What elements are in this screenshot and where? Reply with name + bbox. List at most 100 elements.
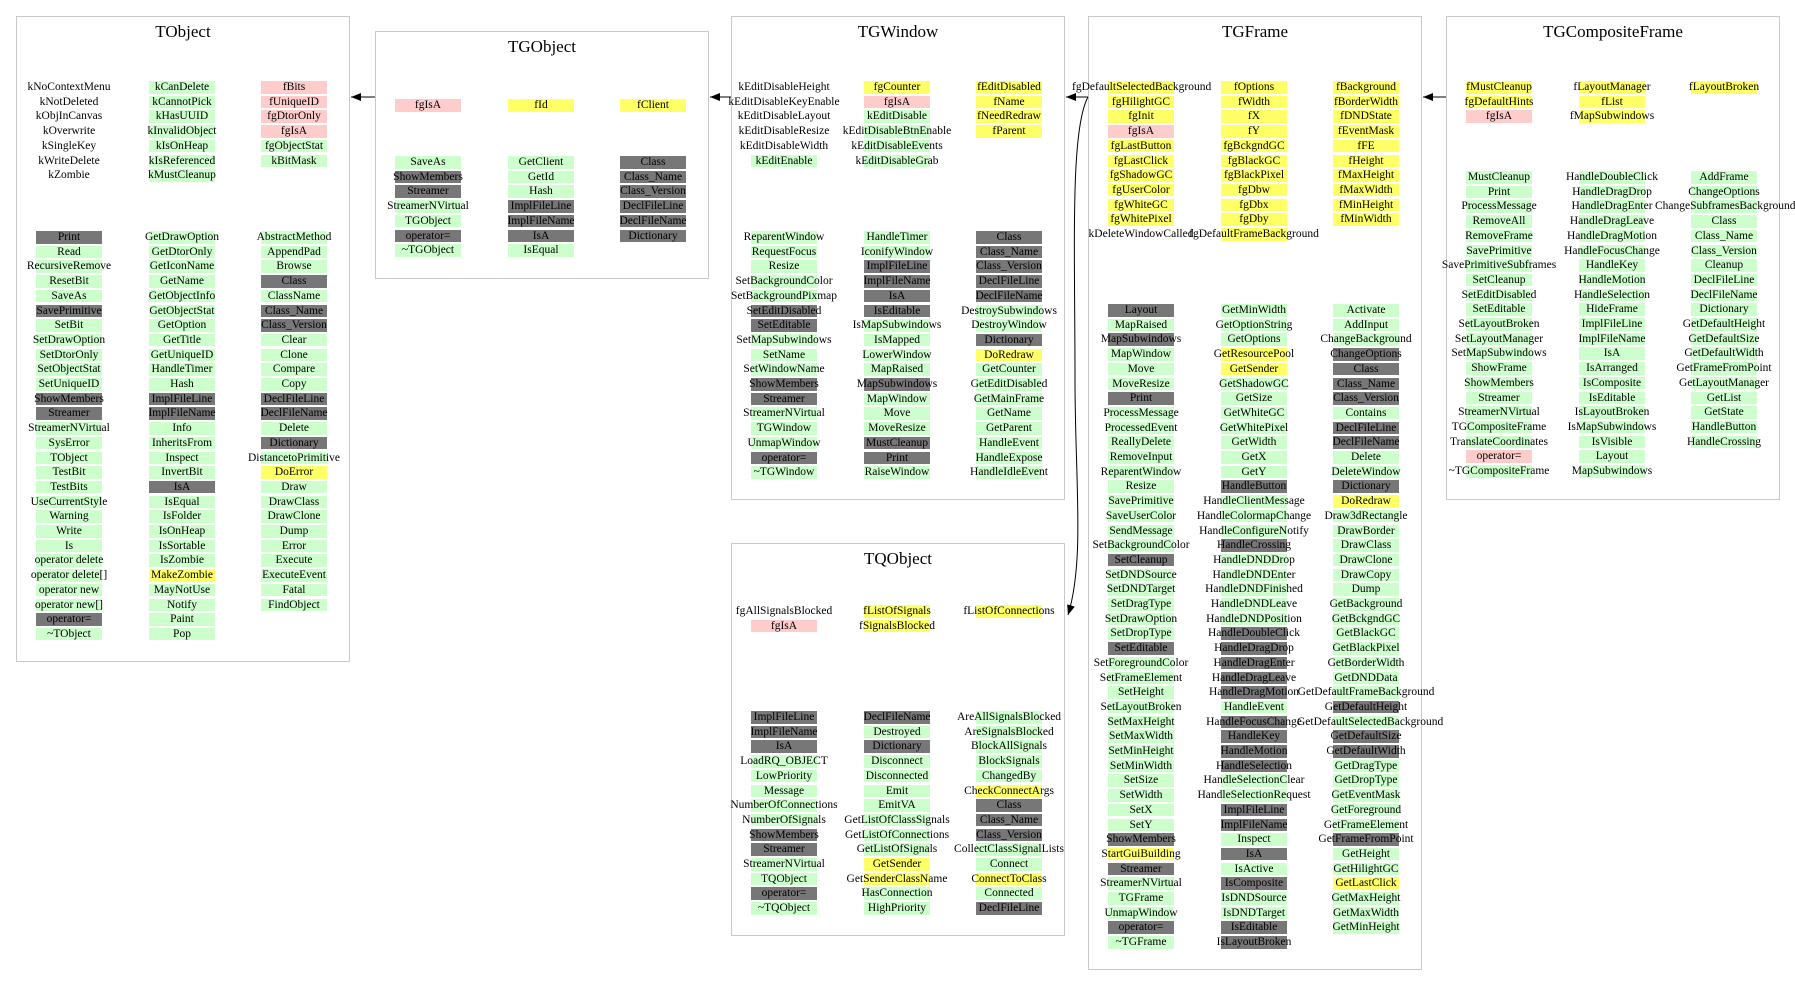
member-highlight bbox=[1108, 139, 1174, 153]
member-label: Paint bbox=[170, 613, 194, 626]
method-member: GetWhiteGC bbox=[1184, 406, 1324, 421]
member-highlight bbox=[1579, 229, 1645, 243]
member-highlight bbox=[1579, 303, 1645, 316]
member-highlight bbox=[1221, 818, 1287, 831]
member-highlight bbox=[1108, 818, 1174, 831]
data-member: fMustCleanup bbox=[1429, 80, 1569, 95]
member-highlight bbox=[864, 289, 930, 303]
method-member: SetDNDSource bbox=[1071, 568, 1211, 583]
method-member: InheritsFrom bbox=[112, 436, 252, 451]
member-highlight bbox=[1221, 480, 1287, 493]
method-member: Class_Version bbox=[224, 318, 364, 333]
method-member: GetDefaultFrameBackground bbox=[1296, 685, 1436, 700]
data-member: fgIsA bbox=[827, 95, 967, 110]
member-highlight bbox=[1333, 862, 1399, 876]
member-label: fgIsA bbox=[883, 95, 911, 108]
member-highlight bbox=[1333, 612, 1399, 626]
member-label: ImplFileName bbox=[507, 214, 575, 227]
member-label: Resize bbox=[1125, 480, 1157, 493]
member-label: ShowMembers bbox=[1464, 376, 1534, 389]
member-label: IsEditable bbox=[873, 304, 921, 317]
method-member: HasConnection bbox=[827, 886, 967, 901]
method-member: SavePrimitiveSubframes bbox=[1429, 258, 1569, 273]
method-member: SetUniqueID bbox=[0, 377, 139, 392]
member-highlight bbox=[261, 110, 327, 123]
method-member: Notify bbox=[112, 598, 252, 613]
member-highlight bbox=[864, 110, 930, 123]
method-member: Class bbox=[939, 230, 1079, 245]
method-member: AddInput bbox=[1296, 318, 1436, 333]
member-highlight bbox=[976, 902, 1042, 915]
member-label: fgDbx bbox=[1239, 198, 1269, 211]
method-member: IsZombie bbox=[112, 553, 252, 568]
member-highlight bbox=[149, 627, 215, 641]
method-member: SetName bbox=[714, 348, 854, 363]
member-highlight bbox=[1108, 583, 1174, 596]
member-label: HandleSelection bbox=[1573, 288, 1650, 301]
method-member: GetOption bbox=[112, 318, 252, 333]
member-label: GetCounter bbox=[982, 363, 1036, 376]
member-label: RemoveFrame bbox=[1465, 229, 1533, 242]
member-label: HandleExpose bbox=[975, 451, 1043, 464]
method-member: Streamer bbox=[0, 406, 139, 421]
member-highlight bbox=[1691, 332, 1757, 346]
method-member: StreamerNVirtual bbox=[1071, 876, 1211, 891]
member-highlight bbox=[864, 95, 930, 109]
data-member: kInvalidObject bbox=[112, 124, 252, 139]
method-member: AreAllSignalsBlocked bbox=[939, 710, 1079, 725]
member-label: SetDNDTarget bbox=[1106, 583, 1176, 596]
member-highlight bbox=[1221, 847, 1287, 861]
member-label: BlockAllSignals bbox=[970, 740, 1048, 753]
member-highlight bbox=[1108, 524, 1174, 537]
method-member: IsArranged bbox=[1542, 361, 1682, 376]
member-highlight bbox=[976, 304, 1042, 317]
member-label: DeclFileLine bbox=[1335, 421, 1397, 434]
method-member: Class_Version bbox=[939, 828, 1079, 843]
data-member: kBitMask bbox=[224, 154, 364, 169]
method-member: ChangedBy bbox=[939, 769, 1079, 784]
member-label: operator delete[] bbox=[30, 569, 108, 582]
member-label: ~TQObject bbox=[757, 902, 811, 915]
data-member: fMaxWidth bbox=[1296, 183, 1436, 198]
data-member: fLayoutManager bbox=[1542, 80, 1682, 95]
member-highlight bbox=[1333, 818, 1399, 831]
member-label: DrawClass bbox=[268, 495, 320, 508]
member-highlight bbox=[1108, 421, 1174, 435]
data-member: fListOfConnections bbox=[939, 604, 1079, 619]
member-highlight bbox=[1333, 333, 1399, 346]
method-member: operator delete[] bbox=[0, 568, 139, 583]
member-highlight bbox=[36, 525, 102, 538]
method-member: operator= bbox=[714, 886, 854, 901]
member-highlight bbox=[751, 422, 817, 435]
member-highlight bbox=[1333, 139, 1399, 153]
method-member: operator new bbox=[0, 583, 139, 598]
method-member: ChangeBackground bbox=[1296, 332, 1436, 347]
method-member: IsMapped bbox=[827, 333, 967, 348]
method-member: HandleDNDFinished bbox=[1184, 582, 1324, 597]
member-highlight bbox=[395, 170, 461, 184]
method-member: SetX bbox=[1071, 803, 1211, 818]
method-member: Is bbox=[0, 539, 139, 554]
method-member: GetMaxWidth bbox=[1296, 906, 1436, 921]
method-member: DeclFileLine bbox=[1654, 273, 1794, 288]
method-member: RaiseWindow bbox=[827, 465, 967, 480]
member-highlight bbox=[261, 525, 327, 538]
method-member: DeclFileName bbox=[939, 289, 1079, 304]
member-highlight bbox=[1221, 406, 1287, 420]
member-label: MapSubwindows bbox=[1571, 465, 1653, 477]
method-member: DeclFileLine bbox=[1296, 421, 1436, 436]
method-member: Class bbox=[1654, 214, 1794, 229]
member-label: GetListOfSignals bbox=[856, 843, 938, 856]
member-label: HandleButton bbox=[1221, 480, 1287, 493]
member-highlight bbox=[864, 619, 930, 633]
member-highlight bbox=[1333, 847, 1399, 861]
member-highlight bbox=[149, 231, 215, 244]
member-highlight bbox=[1221, 198, 1287, 212]
member-highlight bbox=[976, 363, 1042, 376]
member-label: fY bbox=[1247, 125, 1261, 138]
member-highlight bbox=[864, 451, 930, 464]
member-highlight bbox=[1333, 759, 1399, 773]
member-label: SysError bbox=[48, 436, 90, 449]
method-member: Browse bbox=[224, 259, 364, 274]
member-highlight bbox=[36, 392, 102, 406]
